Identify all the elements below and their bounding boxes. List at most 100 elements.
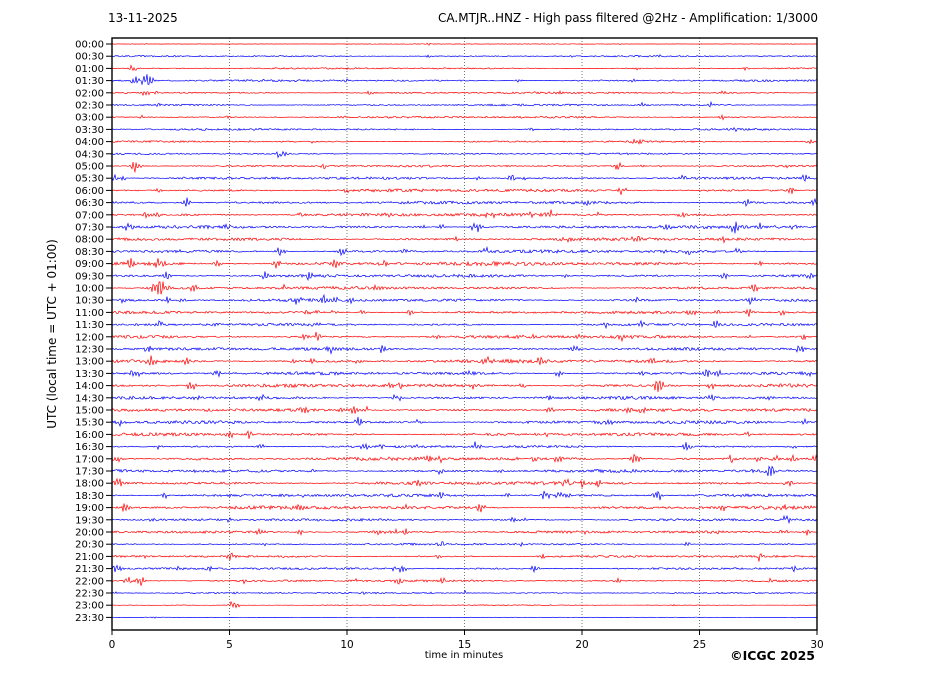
- date-label: 13-11-2025: [108, 11, 178, 25]
- trace-0330-blue: [111, 126, 818, 133]
- y-tick-label-0430: 04:30: [75, 149, 104, 160]
- trace-0000-red: [111, 42, 818, 46]
- x-tick-label-30: 30: [810, 639, 823, 651]
- trace-1730-blue: [111, 465, 818, 477]
- trace-0700-red: [111, 209, 818, 220]
- trace-0530-blue: [111, 173, 818, 182]
- y-tick-label-0700: 07:00: [75, 210, 104, 221]
- trace-0630-blue: [111, 197, 818, 207]
- trace-0430-blue: [111, 150, 817, 159]
- trace-1230-blue: [112, 344, 818, 355]
- y-tick-label-1900: 19:00: [75, 503, 104, 514]
- x-tick-label-20: 20: [575, 639, 588, 651]
- y-axis-label: UTC (local time = UTC + 01:00): [45, 239, 59, 429]
- trace-1700-red: [111, 453, 818, 464]
- y-tick-label-1400: 14:00: [75, 381, 104, 392]
- y-tick-label-0000: 00:00: [75, 40, 104, 51]
- trace-0030-blue: [111, 54, 817, 58]
- trace-2200-red: [111, 576, 818, 586]
- trace-2030-blue: [111, 541, 818, 548]
- y-tick-label-2230: 22:30: [75, 589, 104, 600]
- x-tick-label-25: 25: [693, 639, 706, 651]
- x-tick-label-10: 10: [340, 639, 353, 651]
- y-tick-label-1300: 13:00: [75, 357, 104, 368]
- y-tick-label-1130: 11:30: [75, 320, 104, 331]
- trace-1100-red: [111, 308, 818, 317]
- y-tick-label-0930: 09:30: [75, 271, 104, 282]
- y-tick-label-1830: 18:30: [75, 491, 104, 502]
- y-tick-label-2030: 20:30: [75, 540, 104, 551]
- y-tick-label-2330: 23:30: [75, 613, 104, 624]
- trace-2230-blue: [111, 589, 818, 595]
- y-tick-label-1200: 12:00: [75, 332, 104, 343]
- trace-1600-red: [111, 430, 818, 439]
- x-tick-label-15: 15: [458, 639, 471, 651]
- trace-1430-blue: [111, 393, 818, 402]
- trace-1500-red: [111, 405, 818, 415]
- y-tick-label-0630: 06:30: [75, 198, 104, 209]
- y-tick-label-0830: 08:30: [75, 247, 104, 258]
- y-tick-label-0500: 05:00: [75, 162, 104, 173]
- y-tick-label-1000: 10:00: [75, 284, 104, 295]
- y-tick-label-2100: 21:00: [75, 552, 104, 563]
- plot-frame: [111, 37, 818, 631]
- y-tick-label-1800: 18:00: [75, 479, 104, 490]
- y-tick-label-0330: 03:30: [75, 125, 104, 136]
- trace-0200-red: [111, 90, 818, 97]
- trace-2100-red: [111, 552, 818, 562]
- y-tick-label-2200: 22:00: [75, 576, 104, 587]
- y-tick-label-2300: 23:00: [75, 601, 104, 612]
- copyright-label: ©ICGC 2025: [730, 648, 815, 663]
- trace-2300-red: [111, 600, 818, 609]
- y-tick-label-0230: 02:30: [75, 101, 104, 112]
- trace-0300-red: [111, 114, 818, 121]
- trace-0400-red: [111, 138, 818, 145]
- y-tick-label-0200: 02:00: [75, 88, 104, 99]
- y-tick-label-1700: 17:00: [75, 454, 104, 465]
- y-tick-label-0300: 03:00: [75, 113, 104, 124]
- y-tick-label-0130: 01:30: [75, 76, 104, 87]
- y-tick-label-0400: 04:00: [75, 137, 104, 148]
- trace-0230-blue: [111, 100, 818, 108]
- y-tick-label-1930: 19:30: [75, 515, 104, 526]
- plot-title: CA.MTJR..HNZ - High pass filtered @2Hz -…: [438, 11, 818, 25]
- trace-1900-red: [111, 503, 818, 513]
- y-tick-label-0100: 01:00: [75, 64, 104, 75]
- trace-2000-red: [111, 527, 818, 536]
- y-tick-label-1600: 16:00: [75, 430, 104, 441]
- y-tick-label-1030: 10:30: [75, 296, 104, 307]
- trace-0930-blue: [111, 271, 818, 282]
- y-tick-label-1500: 15:00: [75, 406, 104, 417]
- trace-1000-red: [112, 281, 818, 295]
- y-tick-label-1330: 13:30: [75, 369, 104, 380]
- y-tick-label-0730: 07:30: [75, 223, 104, 234]
- y-tick-label-0900: 09:00: [75, 259, 104, 270]
- y-tick-label-1100: 11:00: [75, 308, 104, 319]
- y-tick-label-2130: 21:30: [75, 564, 104, 575]
- trace-2330-blue: [111, 616, 818, 619]
- trace-2130-blue: [111, 564, 818, 574]
- y-tick-label-1230: 12:30: [75, 345, 104, 356]
- trace-0130-blue: [111, 74, 818, 86]
- y-tick-label-0530: 05:30: [75, 174, 104, 185]
- trace-1930-blue: [111, 514, 818, 525]
- x-axis-label: time in minutes: [424, 650, 504, 661]
- trace-1200-red: [111, 331, 818, 343]
- x-tick-label-0: 0: [109, 639, 116, 651]
- trace-0830-blue: [111, 246, 818, 257]
- trace-1330-blue: [111, 368, 818, 378]
- trace-1030-blue: [111, 293, 818, 306]
- y-tick-label-1730: 17:30: [75, 467, 104, 478]
- trace-0900-red: [111, 257, 818, 269]
- y-tick-label-2000: 20:00: [75, 528, 104, 539]
- y-tick-label-0600: 06:00: [75, 186, 104, 197]
- trace-0730-blue: [111, 221, 818, 234]
- y-tick-label-0030: 00:30: [75, 52, 104, 63]
- trace-0800-red: [111, 235, 818, 244]
- y-tick-label-1530: 15:30: [75, 418, 104, 429]
- trace-0100-red: [111, 64, 818, 72]
- trace-1800-red: [111, 477, 818, 488]
- trace-1400-red: [111, 380, 818, 393]
